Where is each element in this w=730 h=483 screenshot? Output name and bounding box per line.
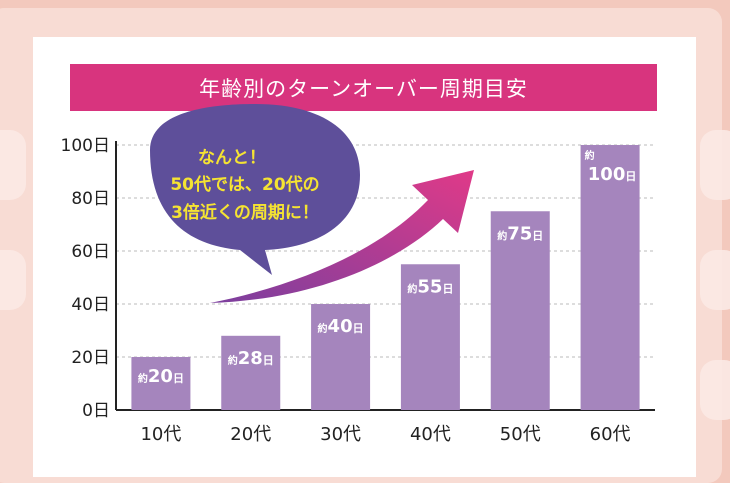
bar (400, 264, 460, 410)
annotation-text: 3倍近くの周期に！ (171, 202, 319, 223)
y-tick-label: 40日 (71, 295, 110, 315)
bar (490, 211, 550, 410)
trend-arrow (210, 170, 474, 303)
y-tick-label: 60日 (71, 242, 110, 262)
bar (311, 304, 371, 410)
background-pattern (700, 360, 730, 420)
x-tick-label: 10代 (140, 424, 181, 445)
data-label: 約40日 (318, 316, 364, 337)
y-tick-label: 80日 (71, 189, 110, 209)
x-tick-label: 60代 (590, 424, 631, 445)
bar (221, 335, 281, 410)
background-pattern (700, 250, 730, 310)
annotation-text: 50代では、20代の (170, 174, 319, 195)
bar (580, 145, 640, 410)
bar-chart: 0日 20日 40日 60日 80日 100日 10代 20代 30代 40代 50代 60代 約20… (61, 104, 655, 445)
background-pattern (700, 130, 730, 200)
data-label: 約28日 (228, 348, 274, 369)
background-pattern (0, 250, 26, 310)
data-label: 約20日 (138, 366, 184, 387)
chart-title: 年齢別のターンオーバー周期目安 (70, 64, 657, 111)
x-tick-label: 30代 (320, 424, 361, 445)
y-tick-label: 0日 (82, 401, 110, 421)
x-tick-label: 40代 (410, 424, 451, 445)
x-tick-label: 50代 (500, 424, 541, 445)
y-tick-label: 100日 (61, 136, 110, 156)
background-pattern (0, 130, 26, 200)
data-label: 約55日 (407, 276, 453, 297)
annotation-text: なんと！ (198, 148, 266, 168)
data-label: 100日 (588, 164, 637, 185)
x-tick-label: 20代 (230, 424, 271, 445)
bar (131, 357, 191, 410)
data-label: 約 (585, 149, 595, 162)
data-label: 約75日 (497, 223, 543, 244)
speech-bubble (150, 104, 360, 275)
y-tick-label: 20日 (71, 348, 110, 368)
